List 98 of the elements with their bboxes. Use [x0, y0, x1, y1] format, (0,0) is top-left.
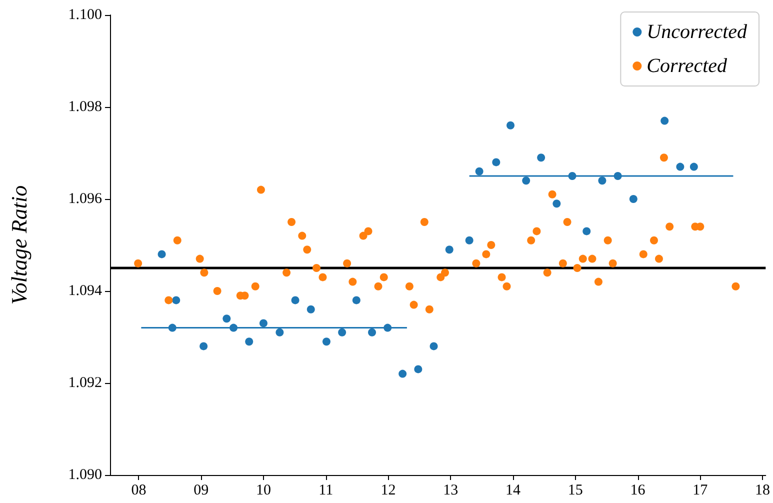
- point: [548, 190, 556, 198]
- point: [430, 342, 438, 350]
- y-tick-label: 1.092: [68, 375, 102, 391]
- point: [173, 236, 182, 244]
- point: [482, 250, 490, 258]
- point: [690, 162, 698, 171]
- point: [502, 282, 511, 290]
- x-tick-label: 16: [630, 482, 646, 498]
- point: [522, 176, 530, 185]
- point: [318, 273, 327, 282]
- point: [374, 282, 382, 290]
- point: [359, 232, 368, 240]
- x-tick-label: 15: [568, 482, 583, 498]
- x-tick-label: 14: [506, 482, 521, 498]
- point: [465, 236, 474, 244]
- point: [414, 365, 422, 374]
- point: [196, 254, 204, 263]
- x-tick-label: 09: [194, 482, 209, 498]
- point: [288, 218, 296, 226]
- point: [666, 222, 674, 231]
- x-tick-label: 08: [131, 482, 146, 498]
- x-tick-label: 11: [318, 482, 334, 498]
- point: [322, 338, 330, 346]
- point: [158, 250, 166, 258]
- legend-label: Corrected: [646, 55, 728, 77]
- point: [352, 296, 360, 304]
- point: [532, 227, 541, 236]
- point: [200, 268, 208, 277]
- point: [200, 342, 208, 350]
- point: [563, 218, 572, 226]
- point: [420, 218, 428, 226]
- point: [598, 176, 606, 185]
- point: [291, 296, 300, 304]
- point: [441, 268, 449, 277]
- point: [639, 250, 648, 258]
- point: [552, 200, 561, 208]
- point: [172, 296, 180, 304]
- point: [573, 264, 582, 272]
- point: [732, 282, 740, 290]
- y-tick-label: 1.096: [68, 191, 102, 207]
- point: [410, 300, 418, 309]
- point: [543, 268, 552, 277]
- point: [660, 116, 669, 125]
- point: [506, 121, 515, 130]
- point: [348, 278, 357, 286]
- point: [222, 314, 231, 323]
- x-tick-label: 17: [692, 482, 708, 498]
- point: [276, 328, 284, 336]
- x-tick-label: 10: [256, 482, 271, 498]
- point: [578, 254, 587, 263]
- point: [405, 282, 414, 290]
- point: [487, 241, 496, 249]
- point: [676, 162, 684, 171]
- point: [472, 259, 480, 268]
- point: [343, 259, 352, 268]
- point: [498, 273, 506, 282]
- y-tick-label: 1.090: [68, 467, 102, 483]
- y-tick-label: 1.100: [68, 7, 102, 23]
- point: [259, 319, 268, 328]
- point: [312, 264, 320, 272]
- point: [660, 154, 668, 162]
- point: [588, 254, 596, 263]
- point: [338, 328, 346, 336]
- point: [608, 259, 617, 268]
- point: [398, 370, 407, 378]
- point: [650, 236, 658, 244]
- point: [364, 227, 372, 236]
- point: [368, 328, 376, 336]
- y-tick-label: 1.094: [68, 283, 102, 299]
- x-tick-label: 13: [443, 482, 458, 498]
- point: [475, 167, 484, 176]
- y-axis-title: Voltage Ratio: [6, 185, 32, 305]
- point: [654, 254, 663, 263]
- point: [213, 287, 222, 295]
- point: [629, 195, 638, 203]
- point: [303, 246, 312, 254]
- point: [445, 246, 454, 254]
- x-tick-label: 12: [380, 482, 396, 498]
- point: [527, 236, 536, 244]
- y-tick-label: 1.098: [68, 99, 102, 115]
- point: [604, 236, 612, 244]
- point: [558, 259, 567, 268]
- point: [306, 305, 315, 314]
- point: [582, 227, 591, 236]
- point: [251, 282, 260, 290]
- x-tick-label: 18: [755, 482, 770, 498]
- point: [380, 273, 388, 282]
- point: [594, 278, 602, 286]
- point: [164, 296, 173, 304]
- point: [256, 186, 265, 194]
- point: [492, 158, 500, 166]
- point: [298, 232, 306, 240]
- point: [425, 305, 434, 314]
- point: [537, 154, 546, 162]
- legend-label: Uncorrected: [646, 21, 748, 43]
- point: [134, 259, 142, 268]
- point: [245, 338, 254, 346]
- point: [282, 268, 291, 277]
